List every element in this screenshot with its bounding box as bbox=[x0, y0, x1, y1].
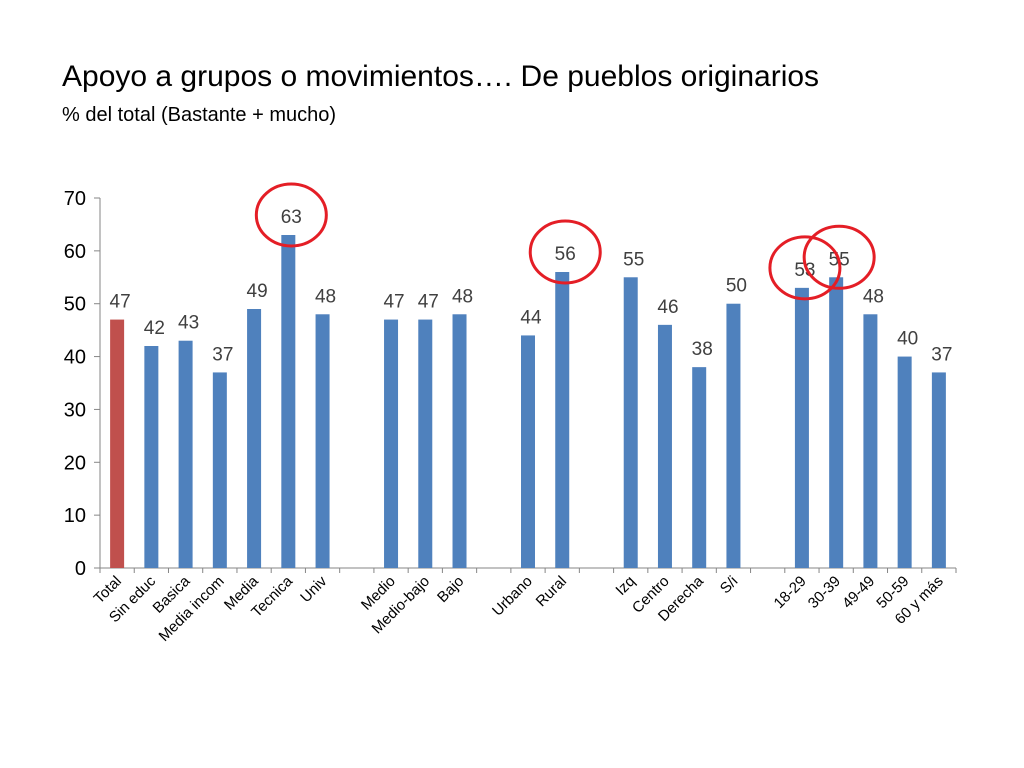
y-tick-label: 70 bbox=[64, 188, 86, 210]
highlight-circles bbox=[254, 182, 876, 301]
bar-total bbox=[110, 319, 125, 568]
bar-bajo bbox=[452, 314, 467, 568]
x-tick-label: 49-49 bbox=[839, 573, 878, 612]
data-label: 44 bbox=[520, 307, 542, 328]
bar-izq bbox=[623, 277, 638, 568]
bar-medio bbox=[384, 319, 399, 568]
data-label: 46 bbox=[657, 297, 678, 318]
y-tick-label: 40 bbox=[64, 347, 86, 369]
bar-media bbox=[247, 309, 262, 568]
x-tick-label: 30-39 bbox=[805, 573, 844, 612]
data-label: 47 bbox=[418, 292, 439, 313]
bar-30-39 bbox=[829, 277, 844, 568]
bar-medio-bajo bbox=[418, 319, 433, 568]
bar-centro bbox=[657, 324, 672, 568]
highlight-circle bbox=[528, 219, 602, 285]
highlight-circle bbox=[254, 182, 328, 248]
data-label: 48 bbox=[452, 286, 473, 307]
highlight-circle bbox=[802, 224, 876, 290]
x-tick-label: Univ bbox=[297, 572, 331, 606]
bar-sin-educ bbox=[144, 346, 159, 568]
y-tick-label: 10 bbox=[64, 505, 86, 527]
bar-urbano bbox=[521, 335, 535, 568]
bar-univ bbox=[315, 314, 330, 568]
x-tick-label: Urbano bbox=[489, 573, 536, 620]
bar-tecnica bbox=[281, 235, 296, 568]
data-label: 63 bbox=[281, 207, 302, 228]
y-tick-label: 0 bbox=[75, 558, 86, 580]
data-label: 40 bbox=[897, 329, 918, 350]
data-label: 55 bbox=[623, 249, 644, 270]
bar-rural bbox=[555, 272, 570, 568]
data-label: 48 bbox=[863, 286, 884, 307]
slide-title: Apoyo a grupos o movimientos…. De pueblo… bbox=[62, 60, 820, 93]
x-tick-label: Bajo bbox=[434, 573, 467, 606]
y-tick-label: 50 bbox=[64, 294, 86, 316]
data-label: 49 bbox=[247, 281, 268, 302]
bar-basica bbox=[178, 340, 193, 568]
data-label: 48 bbox=[315, 286, 336, 307]
bar-49-49 bbox=[863, 314, 878, 568]
data-label: 50 bbox=[726, 276, 747, 297]
data-label: 56 bbox=[555, 244, 576, 265]
bar-18-29 bbox=[794, 287, 809, 568]
data-label: 42 bbox=[144, 318, 165, 339]
bar-derecha bbox=[692, 367, 707, 568]
data-label: 43 bbox=[178, 313, 199, 334]
data-label: 47 bbox=[110, 292, 131, 313]
bar-50-59 bbox=[897, 356, 912, 568]
bar-60-y-m-s bbox=[931, 372, 946, 568]
slide-subtitle: % del total (Bastante + mucho) bbox=[62, 104, 337, 126]
highlight-circle bbox=[768, 235, 842, 301]
data-label: 37 bbox=[212, 344, 233, 365]
x-tick-label: Izq bbox=[612, 573, 638, 599]
data-label: 38 bbox=[692, 339, 713, 360]
data-label: 37 bbox=[931, 344, 952, 365]
x-tick-label: S/i bbox=[717, 573, 741, 597]
data-label: 47 bbox=[383, 292, 404, 313]
y-tick-label: 60 bbox=[64, 241, 86, 263]
x-tick-label: Rural bbox=[533, 573, 570, 610]
chart-bars bbox=[110, 235, 946, 568]
y-tick-label: 30 bbox=[64, 399, 86, 421]
bar-media-incom bbox=[212, 372, 227, 568]
bar-s-i bbox=[726, 303, 741, 568]
x-tick-label: 18-29 bbox=[771, 573, 810, 612]
y-tick-label: 20 bbox=[64, 452, 86, 474]
